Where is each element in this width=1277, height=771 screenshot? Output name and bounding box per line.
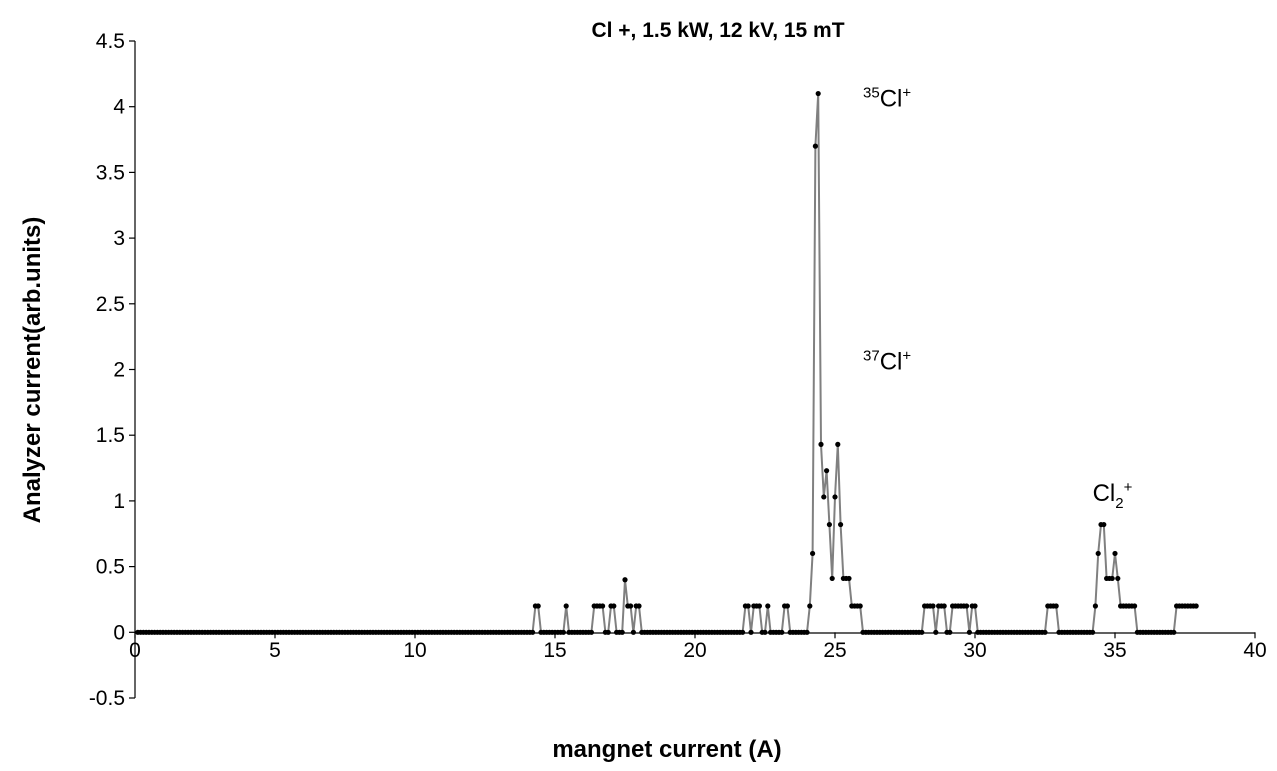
y-tick-label: 4.5 — [96, 30, 125, 53]
data-point — [804, 629, 810, 635]
data-point — [762, 629, 768, 635]
data-point — [1090, 629, 1096, 635]
data-point — [563, 603, 569, 609]
y-tick-label: 3 — [113, 227, 125, 250]
x-tick-label: 15 — [543, 639, 566, 662]
data-point — [630, 629, 637, 635]
annotation-sup: + — [1124, 479, 1133, 496]
data-point — [628, 603, 634, 609]
data-point — [1092, 603, 1098, 609]
series-layer — [135, 90, 1199, 635]
data-point — [857, 603, 863, 609]
data-point — [535, 603, 541, 609]
x-axis-label: mangnet current (A) — [552, 736, 781, 763]
y-tick-label: 3.5 — [96, 161, 125, 184]
data-point — [815, 90, 821, 97]
data-point — [829, 575, 835, 582]
data-point — [748, 629, 754, 635]
x-tick-label: 30 — [963, 639, 986, 662]
peak-annotation: Cl2+ — [1093, 479, 1133, 512]
data-point — [745, 603, 751, 609]
data-point — [611, 603, 617, 609]
x-tick-label: 35 — [1103, 639, 1126, 662]
data-point — [966, 629, 973, 635]
y-ticks: -0.5 0 0.5 1 1.5 2 2.5 3 3.5 4 4.5 — [89, 30, 135, 710]
data-point — [832, 494, 838, 500]
x-tick-label: 10 — [403, 639, 426, 662]
y-axis-label: Analyzer current(arb.units) — [19, 217, 46, 524]
data-point — [807, 603, 813, 609]
data-point — [972, 603, 978, 609]
y-tick-label: 1 — [113, 490, 125, 513]
data-point — [605, 629, 611, 635]
data-point — [1042, 629, 1048, 635]
chart-title: Cl +, 1.5 kW, 12 kV, 15 mT — [591, 19, 844, 42]
data-point — [821, 494, 827, 500]
data-point — [846, 575, 852, 582]
annotation-text: Cl — [1093, 480, 1116, 507]
data-point — [1132, 603, 1138, 609]
peak-annotation: 37Cl+ — [863, 348, 911, 376]
data-point — [933, 629, 939, 635]
data-point — [622, 577, 628, 583]
x-tick-label: 5 — [269, 639, 281, 662]
data-point — [919, 629, 925, 635]
y-tick-label: 2.5 — [96, 293, 125, 316]
x-tick-label: 20 — [683, 639, 706, 662]
data-point — [838, 521, 844, 528]
data-point — [779, 629, 785, 635]
annotation-sup: 35 — [863, 85, 880, 102]
annotation-text: Cl — [880, 349, 903, 376]
data-point — [964, 603, 970, 609]
data-point — [588, 629, 595, 635]
data-point — [1171, 629, 1177, 635]
data-point — [530, 629, 536, 635]
data-point — [560, 629, 567, 635]
data-point — [941, 603, 947, 609]
data-point — [1101, 521, 1107, 528]
y-tick-label: 2 — [113, 359, 125, 382]
data-point — [835, 441, 841, 447]
y-tick-label: -0.5 — [89, 687, 125, 710]
y-tick-label: 4 — [113, 96, 125, 119]
data-point — [818, 441, 824, 447]
annotation-sup: + — [902, 85, 911, 102]
data-point — [824, 468, 830, 474]
data-point — [740, 629, 746, 635]
data-point — [600, 603, 606, 609]
x-tick-label: 25 — [823, 639, 846, 662]
annotation-sub: 2 — [1115, 495, 1123, 512]
x-ticks: 0 5 10 15 20 25 30 35 40 — [129, 632, 1267, 662]
annotation-sup: 37 — [863, 348, 880, 365]
annotation-text: Cl — [880, 86, 903, 113]
y-tick-label: 1.5 — [96, 424, 125, 447]
data-point — [1112, 550, 1118, 557]
data-point — [810, 550, 816, 557]
data-point — [1115, 575, 1121, 582]
data-point — [1095, 550, 1101, 557]
data-point — [765, 603, 771, 609]
data-point — [947, 629, 953, 635]
data-point — [812, 143, 819, 149]
y-tick-label: 0.5 — [96, 556, 125, 579]
data-point — [1193, 603, 1199, 609]
x-tick-label: 40 — [1243, 639, 1266, 662]
data-point — [619, 629, 625, 635]
data-point — [1109, 575, 1115, 582]
peak-annotation: 35Cl+ — [863, 85, 911, 113]
data-point — [636, 603, 642, 609]
annotations: 35Cl+37Cl+Cl2+ — [863, 85, 1133, 512]
data-point — [930, 603, 936, 609]
annotation-sup: + — [902, 348, 911, 365]
series-line — [137, 93, 1197, 634]
y-tick-label: 0 — [113, 621, 125, 644]
data-point — [784, 603, 791, 609]
x-tick-label: 0 — [129, 639, 141, 662]
data-point — [756, 603, 763, 609]
data-point — [1053, 603, 1059, 609]
data-point — [826, 521, 833, 528]
